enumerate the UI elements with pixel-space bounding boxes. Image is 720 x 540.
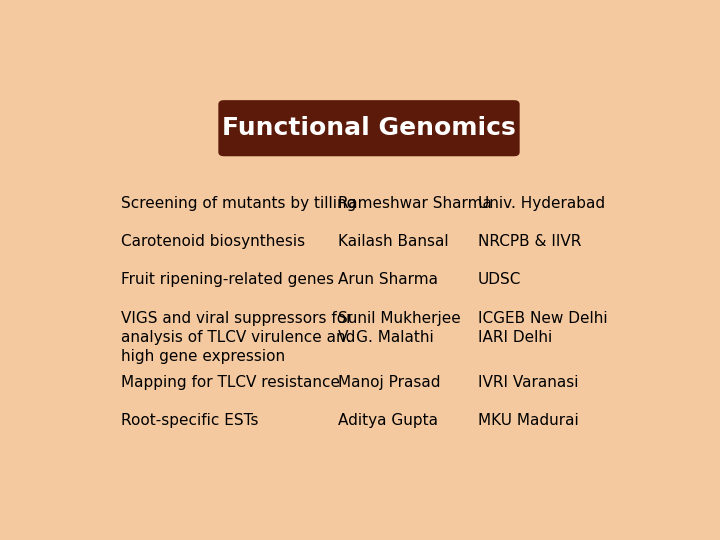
Text: Sunil Mukherjee
V. G. Malathi: Sunil Mukherjee V. G. Malathi	[338, 310, 461, 345]
Text: UDSC: UDSC	[478, 272, 521, 287]
Text: ICGEB New Delhi
IARI Delhi: ICGEB New Delhi IARI Delhi	[478, 310, 608, 345]
Text: Arun Sharma: Arun Sharma	[338, 272, 438, 287]
Text: VIGS and viral suppressors for
analysis of TLCV virulence and
high gene expressi: VIGS and viral suppressors for analysis …	[121, 310, 355, 364]
Text: Univ. Hyderabad: Univ. Hyderabad	[478, 196, 605, 211]
Text: Carotenoid biosynthesis: Carotenoid biosynthesis	[121, 234, 305, 249]
Text: MKU Madurai: MKU Madurai	[478, 413, 579, 428]
Text: Screening of mutants by tilling: Screening of mutants by tilling	[121, 196, 356, 211]
Text: Manoj Prasad: Manoj Prasad	[338, 375, 441, 390]
Text: Mapping for TLCV resistance: Mapping for TLCV resistance	[121, 375, 340, 390]
Text: Aditya Gupta: Aditya Gupta	[338, 413, 438, 428]
Text: Functional Genomics: Functional Genomics	[222, 116, 516, 140]
FancyBboxPatch shape	[218, 100, 520, 156]
Text: Root-specific ESTs: Root-specific ESTs	[121, 413, 258, 428]
Text: NRCPB & IIVR: NRCPB & IIVR	[478, 234, 581, 249]
Text: Rameshwar Sharma: Rameshwar Sharma	[338, 196, 492, 211]
Text: IVRI Varanasi: IVRI Varanasi	[478, 375, 578, 390]
Text: Fruit ripening-related genes: Fruit ripening-related genes	[121, 272, 333, 287]
Text: Kailash Bansal: Kailash Bansal	[338, 234, 449, 249]
